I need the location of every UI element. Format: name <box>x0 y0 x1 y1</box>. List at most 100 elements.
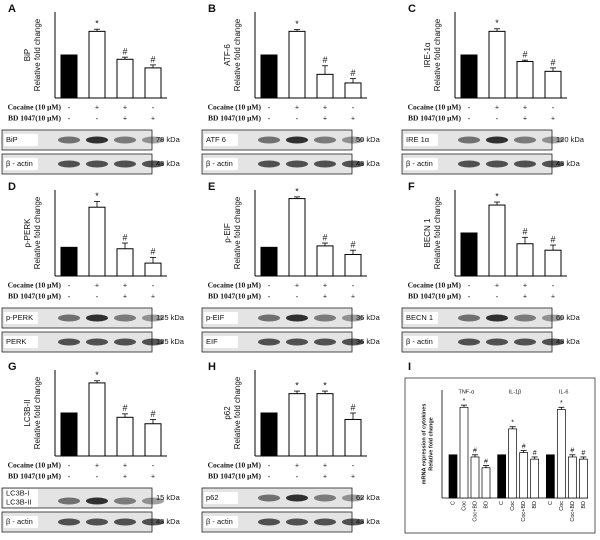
treatment-sign: - <box>68 461 71 470</box>
blot-band <box>114 136 136 144</box>
blot-kda: 43 kDa <box>156 159 181 168</box>
blot-label: β - actin <box>406 337 433 346</box>
error-bar <box>494 201 500 206</box>
blot-label-bg <box>404 158 438 170</box>
treatment-label: BD 1047(10 μM) <box>408 292 461 301</box>
treatment-sign: + <box>295 281 299 290</box>
bar <box>60 246 78 277</box>
significance-mark: # <box>533 450 537 457</box>
error-bar <box>350 78 356 83</box>
treatment-label: Cocaine (10 μM) <box>408 281 462 290</box>
treatment-sign: - <box>68 103 71 112</box>
error-bar <box>122 242 128 249</box>
treatment-label: BD 1047(10 μM) <box>208 292 261 301</box>
error-bar <box>522 59 528 62</box>
significance-mark: # <box>150 54 155 64</box>
blot-band <box>142 338 164 346</box>
treatment-sign: - <box>468 114 471 123</box>
blot-band <box>58 497 80 505</box>
blot-label-bg <box>404 312 438 324</box>
blot-label-bg <box>204 336 238 348</box>
treatment-label: Cocaine (10 μM) <box>8 281 62 290</box>
bar <box>344 82 362 99</box>
blot-band <box>486 314 508 322</box>
bar <box>60 412 78 457</box>
treatment-sign: - <box>496 114 499 123</box>
error-bar <box>122 56 128 60</box>
blot-band <box>486 136 508 144</box>
significance-mark: * <box>463 398 466 405</box>
treatment-sign: - <box>268 461 271 470</box>
panel-letter: F <box>408 181 415 193</box>
blot-band <box>58 136 80 144</box>
bar-label: Coc+BD <box>521 501 527 522</box>
significance-mark: * <box>495 191 499 201</box>
blot-kda: 43 kDa <box>156 517 181 526</box>
y-axis-label: p-PERK <box>23 218 32 248</box>
blot-label-bg <box>4 336 38 348</box>
treatment-sign: + <box>351 472 355 481</box>
bar <box>116 248 134 277</box>
significance-mark: * <box>95 19 99 29</box>
bar <box>448 454 458 499</box>
treatment-label: BD 1047(10 μM) <box>208 114 261 123</box>
treatment-sign: + <box>95 281 99 290</box>
blot-band <box>258 160 280 168</box>
significance-mark: # <box>122 232 127 242</box>
blot-band <box>458 136 480 144</box>
panel-letter: G <box>8 361 17 373</box>
y-axis-label: Relative fold change <box>233 196 242 269</box>
bar <box>88 206 106 277</box>
blot-band <box>86 136 108 144</box>
bar-label: BD <box>483 501 489 509</box>
error-bar <box>569 454 576 457</box>
blot-label: IRE 1α <box>406 135 430 144</box>
treatment-sign: - <box>468 103 471 112</box>
treatment-label: BD 1047(10 μM) <box>8 472 61 481</box>
treatment-label: Cocaine (10 μM) <box>8 461 62 470</box>
bar-label: C <box>499 501 505 505</box>
significance-mark: # <box>522 227 527 237</box>
blot-label: p-EIF <box>206 313 225 322</box>
treatment-sign: - <box>152 461 155 470</box>
bar <box>144 262 162 277</box>
treatment-sign: - <box>268 103 271 112</box>
bar <box>260 412 278 457</box>
error-bar <box>322 390 328 394</box>
blot-kda: 120 kDa <box>556 135 585 144</box>
blot-label: β - actin <box>206 159 233 168</box>
panel-letter: C <box>408 3 416 15</box>
bar <box>260 54 278 99</box>
treatment-sign: - <box>552 281 555 290</box>
bar <box>516 243 534 277</box>
bar <box>578 458 588 499</box>
treatment-sign: - <box>296 114 299 123</box>
blot-band <box>486 160 508 168</box>
bar <box>516 60 534 99</box>
treatment-sign: + <box>523 292 527 301</box>
blot-kda: 36 kDa <box>356 337 381 346</box>
significance-mark: # <box>122 403 127 413</box>
error-bar <box>150 419 156 424</box>
error-bar <box>94 201 100 208</box>
treatment-label: BD 1047(10 μM) <box>208 472 261 481</box>
treatment-sign: + <box>151 292 155 301</box>
blot-kda: 43 kDa <box>356 517 381 526</box>
bar <box>116 58 134 99</box>
treatment-sign: + <box>123 114 127 123</box>
y-axis-label: BiP <box>23 49 32 61</box>
treatment-sign: - <box>496 292 499 301</box>
treatment-label: BD 1047(10 μM) <box>8 292 61 301</box>
blot-band <box>114 497 136 505</box>
bar <box>508 428 518 499</box>
blot-label-bg <box>404 336 438 348</box>
treatment-label: Cocaine (10 μM) <box>208 281 262 290</box>
blot-kda: 43 kDa <box>556 159 581 168</box>
bar <box>60 54 78 99</box>
blot-band <box>286 314 308 322</box>
bar-label: Coc+BD <box>472 501 478 522</box>
treatment-sign: + <box>123 103 127 112</box>
treatment-sign: + <box>551 114 555 123</box>
blot-band <box>486 338 508 346</box>
blot-band <box>286 494 308 502</box>
